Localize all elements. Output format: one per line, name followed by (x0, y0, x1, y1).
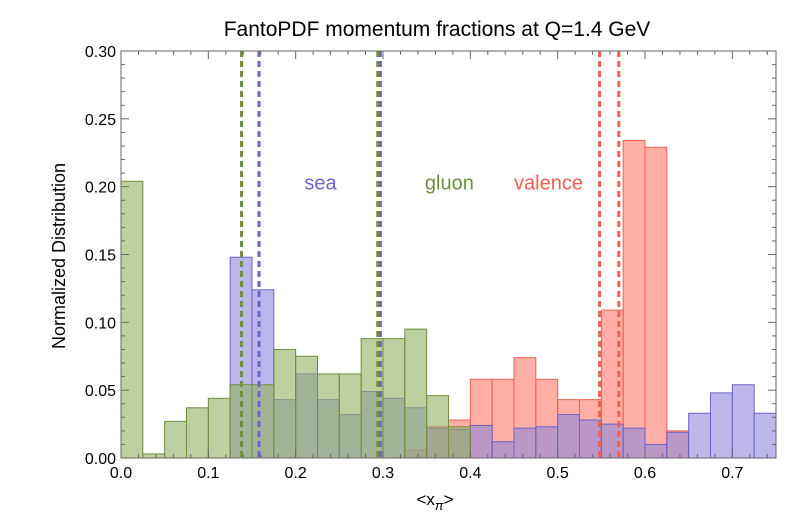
gluon-bar-13 (404, 328, 428, 458)
x-tick-label: 0.1 (197, 465, 219, 482)
sea-bar-12 (491, 441, 515, 458)
valence-bar-11 (644, 146, 668, 458)
bars-group (121, 51, 776, 458)
gluon-bar-10 (338, 373, 362, 458)
y-axis-label: Normalized Distribution (49, 163, 69, 349)
gluon-bar-8 (295, 355, 318, 458)
sea-bar-13 (513, 427, 537, 458)
sea-bar-19 (644, 443, 668, 458)
y-tick-label: 0.20 (85, 180, 116, 197)
x-tick-label: 0.5 (547, 465, 569, 482)
x-tick-label: 0.4 (459, 465, 481, 482)
sea-bar-24 (753, 412, 776, 458)
x-tick-label: 0.2 (285, 465, 307, 482)
y-tick-label: 0.25 (85, 112, 116, 129)
gluon-bar-7 (273, 348, 297, 458)
series-gluon (121, 180, 471, 458)
y-tick-label: 0.30 (85, 44, 116, 61)
annotation-valence: valence (514, 172, 583, 194)
gluon-bar-0 (121, 180, 144, 458)
y-tick-label: 0.05 (85, 383, 116, 400)
x-tick-label: 0.3 (372, 465, 394, 482)
x-axis-label: <xπ> (416, 490, 453, 513)
chart-title: FantoPDF momentum fractions at Q=1.4 GeV (224, 18, 651, 41)
gluon-bar-3 (186, 407, 209, 458)
sea-bar-15 (557, 414, 581, 458)
gluon-bar-2 (164, 420, 188, 458)
gluon-bar-12 (382, 338, 406, 458)
gluon-bar-1 (142, 453, 166, 458)
gluon-bar-15 (448, 426, 471, 458)
gluon-bar-4 (207, 397, 231, 458)
annotation-sea: sea (304, 172, 337, 194)
sea-bar-21 (688, 412, 712, 458)
valence-bar-10 (622, 140, 646, 458)
plot-area: 0.0 0.1 0.2 0.3 0.4 0.5 0.6 0.7 0.00 0.05 0.10 0.15… (85, 44, 777, 482)
sea-bar-11 (469, 424, 493, 458)
y-tick-label: 0.10 (85, 315, 116, 332)
x-tick-label: 0.0 (110, 465, 132, 482)
x-tick-label: 0.6 (634, 465, 656, 482)
x-tick-label: 0.7 (721, 465, 743, 482)
gluon-bar-14 (426, 395, 449, 458)
sea-bar-22 (710, 392, 733, 458)
sea-bar-20 (666, 431, 690, 458)
gluon-bar-6 (251, 384, 275, 458)
sea-bar-16 (579, 419, 602, 458)
sea-bar-14 (535, 426, 559, 458)
sea-bar-25 (775, 431, 776, 458)
annotation-gluon: gluon (425, 172, 474, 194)
sea-bar-23 (731, 384, 755, 458)
y-tick-label: 0.15 (85, 248, 116, 265)
sea-bar-18 (622, 427, 646, 458)
gluon-bar-9 (317, 373, 340, 458)
y-tick-label: 0.00 (85, 451, 116, 468)
